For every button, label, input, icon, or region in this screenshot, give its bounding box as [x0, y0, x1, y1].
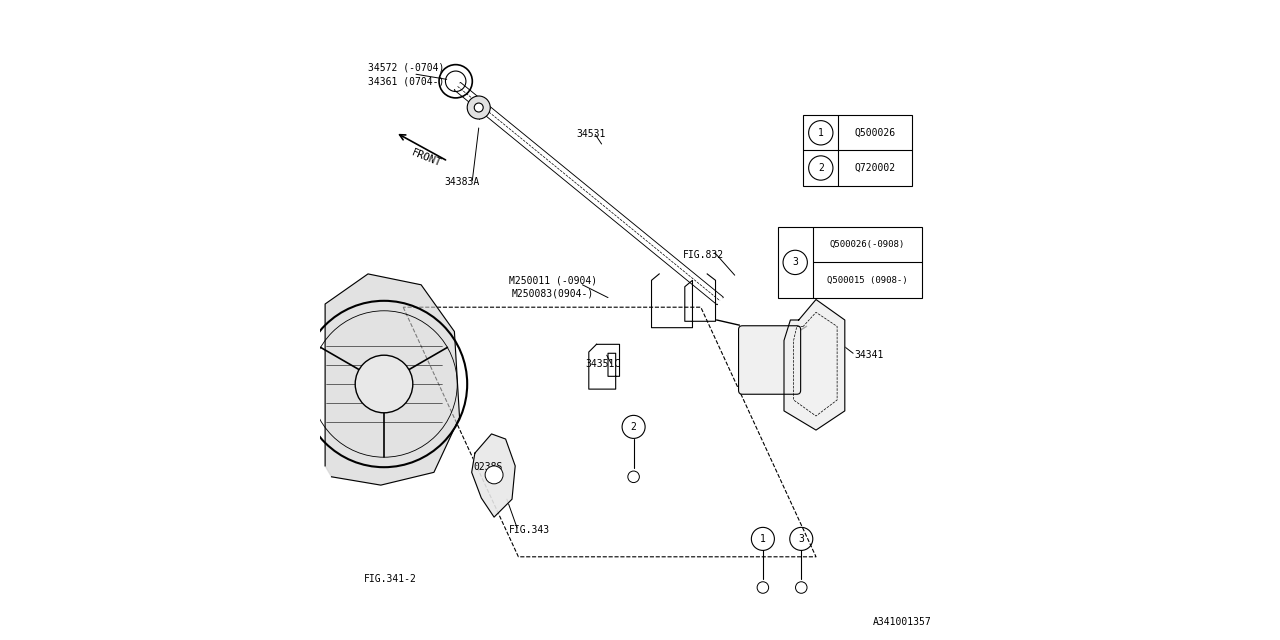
Circle shape [485, 466, 503, 484]
Circle shape [628, 471, 640, 483]
Text: 34383A: 34383A [445, 177, 480, 188]
Circle shape [356, 355, 412, 413]
Text: 3: 3 [792, 257, 799, 268]
Text: 34341: 34341 [855, 350, 883, 360]
Circle shape [758, 582, 768, 593]
Text: FIG.341-2: FIG.341-2 [364, 574, 416, 584]
Text: 2: 2 [818, 163, 824, 173]
FancyBboxPatch shape [739, 326, 801, 394]
Text: Q500026(-0908): Q500026(-0908) [829, 240, 905, 250]
Text: A341001357: A341001357 [873, 617, 932, 627]
Text: 0238S: 0238S [474, 462, 503, 472]
Circle shape [796, 582, 808, 593]
Text: 34361 (0704-): 34361 (0704-) [369, 76, 444, 86]
Bar [777, 227, 922, 298]
Text: 34351C: 34351C [585, 358, 621, 369]
Text: M250011 (-0904): M250011 (-0904) [508, 275, 596, 285]
Text: 34572 (-0704): 34572 (-0704) [369, 62, 444, 72]
Text: 1: 1 [760, 534, 765, 544]
Polygon shape [454, 83, 723, 304]
Text: 1: 1 [818, 128, 824, 138]
Polygon shape [783, 300, 845, 430]
Bar [804, 115, 913, 186]
Text: M250083(0904-): M250083(0904-) [512, 288, 594, 298]
Text: Q500026: Q500026 [855, 128, 896, 138]
Text: FIG.832: FIG.832 [684, 250, 724, 260]
Text: 34531: 34531 [576, 129, 605, 140]
Polygon shape [472, 434, 516, 517]
Text: FRONT: FRONT [411, 148, 443, 168]
Text: 2: 2 [631, 422, 636, 432]
Polygon shape [325, 274, 460, 485]
Text: FIG.343: FIG.343 [508, 525, 550, 535]
Text: Q500015 (0908-): Q500015 (0908-) [827, 275, 908, 285]
Text: 3: 3 [799, 534, 804, 544]
Text: Q720002: Q720002 [855, 163, 896, 173]
Circle shape [467, 96, 490, 119]
Circle shape [475, 103, 484, 112]
